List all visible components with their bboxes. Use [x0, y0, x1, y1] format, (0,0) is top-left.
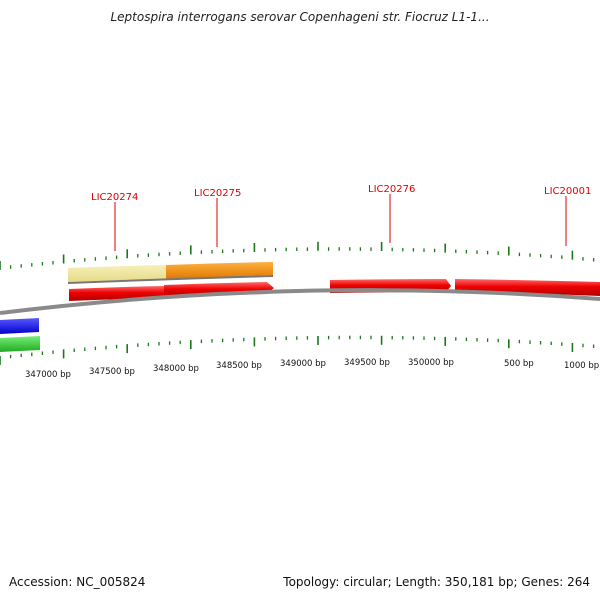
position-label: 349000 bp [280, 359, 326, 369]
position-label: 1000 bp [564, 361, 599, 371]
topology-summary: Topology: circular; Length: 350,181 bp; … [283, 575, 590, 589]
gene-label-lic20001[interactable]: LIC20001 [544, 186, 591, 197]
upper-tick-ring [0, 241, 595, 270]
lower-tick-ring [0, 335, 595, 365]
gc-skew-bar-green [0, 336, 40, 352]
accession-label: Accession: NC_005824 [9, 575, 146, 589]
gc-content-segment-light [68, 265, 166, 282]
position-label: 350000 bp [408, 358, 454, 368]
gene-label-lic20275[interactable]: LIC20275 [194, 188, 241, 199]
position-label: 500 bp [504, 359, 534, 369]
position-label: 348000 bp [153, 364, 199, 374]
position-label: 347000 bp [25, 370, 71, 380]
genome-backbone [0, 288, 600, 315]
gene-label-lic20274[interactable]: LIC20274 [91, 192, 138, 203]
position-label: 347500 bp [89, 367, 135, 377]
position-label: 349500 bp [344, 358, 390, 368]
gc-content-segment-orange [166, 262, 273, 279]
gc-content-underline [67, 275, 274, 284]
gene-label-lic20276[interactable]: LIC20276 [368, 184, 415, 195]
gc-skew-bar-blue [0, 318, 39, 334]
map-title: Leptospira interrogans serovar Copenhage… [110, 10, 490, 24]
position-label: 348500 bp [216, 361, 262, 371]
